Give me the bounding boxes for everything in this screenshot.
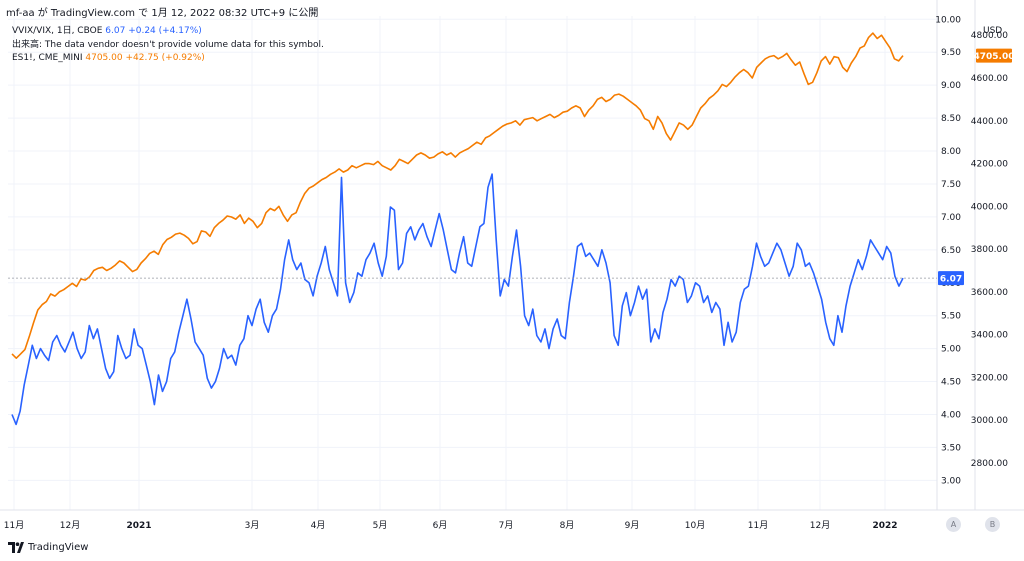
right-axis-tick-label: 3200.00 — [971, 373, 1008, 383]
time-axis-tick-label: 11月 — [748, 520, 768, 531]
tradingview-logo-icon — [8, 542, 24, 553]
time-axis-tick-label: 12月 — [60, 520, 80, 531]
left-axis-tick-label: 10.00 — [935, 15, 961, 25]
right-axis-tick-label: 4000.00 — [971, 202, 1008, 212]
time-axis-tick-label: 2022 — [872, 521, 897, 531]
series-line-vvix-vix — [11, 173, 904, 426]
legend-symbol-es: ES1!, CME_MINI — [12, 53, 83, 63]
right-axis-tick-label: 3000.00 — [971, 416, 1008, 426]
time-axis-tick-label: 5月 — [373, 520, 388, 531]
series-line-es1 — [11, 32, 904, 360]
left-axis-tick-label: 5.50 — [941, 312, 961, 322]
left-axis-tick-label: 8.50 — [941, 114, 961, 124]
left-axis-tick-label: 3.50 — [941, 443, 961, 453]
legend-line-es[interactable]: ES1!, CME_MINI 4705.00 +42.75 (+0.92%) — [12, 52, 324, 66]
time-axis-tick-label: 10月 — [685, 520, 705, 531]
legend-line-vvix[interactable]: VVIX/VIX, 1日, CBOE 6.07 +0.24 (+4.17%) — [12, 25, 324, 39]
right-axis-unit: USD — [983, 26, 1003, 36]
right-axis-tick-label: 2800.00 — [971, 459, 1008, 469]
time-axis-tick-label: 11月 — [4, 520, 24, 531]
time-axis-tick-label: 8月 — [560, 520, 575, 531]
right-axis-tick-label: 4400.00 — [971, 117, 1008, 127]
left-axis-tick-label: 4.50 — [941, 378, 961, 388]
footer-brand-label: TradingView — [28, 542, 89, 553]
legend-volume-note: 出来高: The data vendor doesn't provide vol… — [12, 39, 324, 50]
left-axis-tick-label: 5.00 — [941, 345, 961, 355]
left-axis-tick-label: 9.50 — [941, 48, 961, 58]
right-axis-tick-label: 3600.00 — [971, 288, 1008, 298]
legend-value-vvix: 6.07 — [105, 26, 126, 36]
right-axis-tick-label: 3400.00 — [971, 331, 1008, 341]
right-axis-tick-label: 4200.00 — [971, 160, 1008, 170]
last-value-label-vvix-bg — [938, 271, 964, 286]
right-axis-tick-label: 4800.00 — [971, 31, 1008, 41]
left-axis-tick-label: 9.00 — [941, 81, 961, 91]
left-axis-tick-label: 7.50 — [941, 180, 961, 190]
left-axis-tick-label: 7.00 — [941, 213, 961, 223]
chart-legend: VVIX/VIX, 1日, CBOE 6.07 +0.24 (+4.17%) 出… — [12, 25, 324, 66]
publish-info: mf-aa が TradingView.com で 1月 12, 2022 08… — [6, 8, 319, 19]
time-axis-tick-label: 9月 — [625, 520, 640, 531]
left-axis-tick-label: 3.00 — [941, 476, 961, 486]
time-axis-tick-label: 3月 — [245, 520, 260, 531]
legend-change-vvix: +0.24 (+4.17%) — [128, 26, 202, 36]
legend-value-es: 4705.00 — [85, 53, 123, 63]
footer-brand[interactable]: TradingView — [8, 542, 88, 553]
time-axis-tick-label: 7月 — [499, 520, 514, 531]
time-axis-tick-label: 12月 — [810, 520, 830, 531]
time-axis-tick-label: 4月 — [311, 520, 326, 531]
left-axis-tick-label: 6.50 — [941, 246, 961, 256]
auto-scale-button[interactable]: A — [946, 517, 961, 532]
log-scale-button[interactable]: B — [985, 517, 1000, 532]
legend-change-es: +42.75 (+0.92%) — [125, 53, 205, 63]
time-axis-tick-label: 2021 — [126, 521, 151, 531]
time-axis-tick-label: 6月 — [433, 520, 448, 531]
left-axis-tick-label: 4.00 — [941, 410, 961, 420]
last-value-label-es1: 4705.00 — [974, 52, 1015, 62]
right-axis-tick-label: 3800.00 — [971, 245, 1008, 255]
left-axis-tick-label: 8.00 — [941, 147, 961, 157]
legend-symbol-vvix: VVIX/VIX, 1日, CBOE — [12, 26, 103, 36]
last-value-label-es1-bg — [976, 48, 1012, 63]
right-axis-tick-label: 4600.00 — [971, 74, 1008, 84]
last-value-label-vvix: 6.07 — [940, 275, 962, 285]
